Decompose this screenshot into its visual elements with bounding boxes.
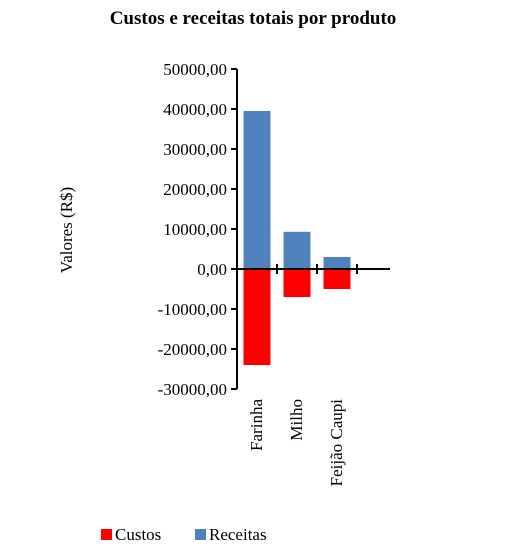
bar-custos-farinha bbox=[243, 269, 271, 365]
x-tick-label: Farinha bbox=[247, 399, 266, 451]
y-tick-label: 0,00 bbox=[197, 260, 227, 279]
bar-receitas-milho bbox=[283, 231, 311, 269]
chart-title: Custos e receitas totais por produto bbox=[110, 8, 397, 29]
y-tick-label: 30000,00 bbox=[163, 140, 227, 159]
x-tick-label: Milho bbox=[287, 399, 306, 441]
legend-swatch-receitas bbox=[195, 529, 206, 540]
bar-receitas-farinha bbox=[243, 111, 271, 269]
legend-label-custos: Custos bbox=[115, 525, 161, 544]
y-tick-label: 50000,00 bbox=[163, 60, 227, 79]
legend-label-receitas: Receitas bbox=[209, 525, 267, 544]
y-tick-label: -10000,00 bbox=[158, 300, 227, 319]
y-tick-label: -30000,00 bbox=[158, 380, 227, 399]
y-tick-label: 20000,00 bbox=[163, 180, 227, 199]
y-tick-label: -20000,00 bbox=[158, 340, 227, 359]
bars-layer bbox=[243, 111, 351, 365]
legend-swatch-custos bbox=[101, 529, 112, 540]
legend: Custos Receitas bbox=[101, 525, 267, 544]
bar-receitas-feijão-caupi bbox=[323, 257, 351, 269]
bar-custos-feijão-caupi bbox=[323, 269, 351, 289]
axes-layer: 50000,00 40000,00 30000,00 20000,00 10000,00… bbox=[158, 60, 390, 486]
y-tick-label: 40000,00 bbox=[163, 100, 227, 119]
y-tick-label: 10000,00 bbox=[163, 220, 227, 239]
x-tick-label: Feijão Caupi bbox=[327, 399, 346, 487]
y-axis-label: Valores (R$) bbox=[57, 187, 76, 273]
bar-custos-milho bbox=[283, 269, 311, 297]
